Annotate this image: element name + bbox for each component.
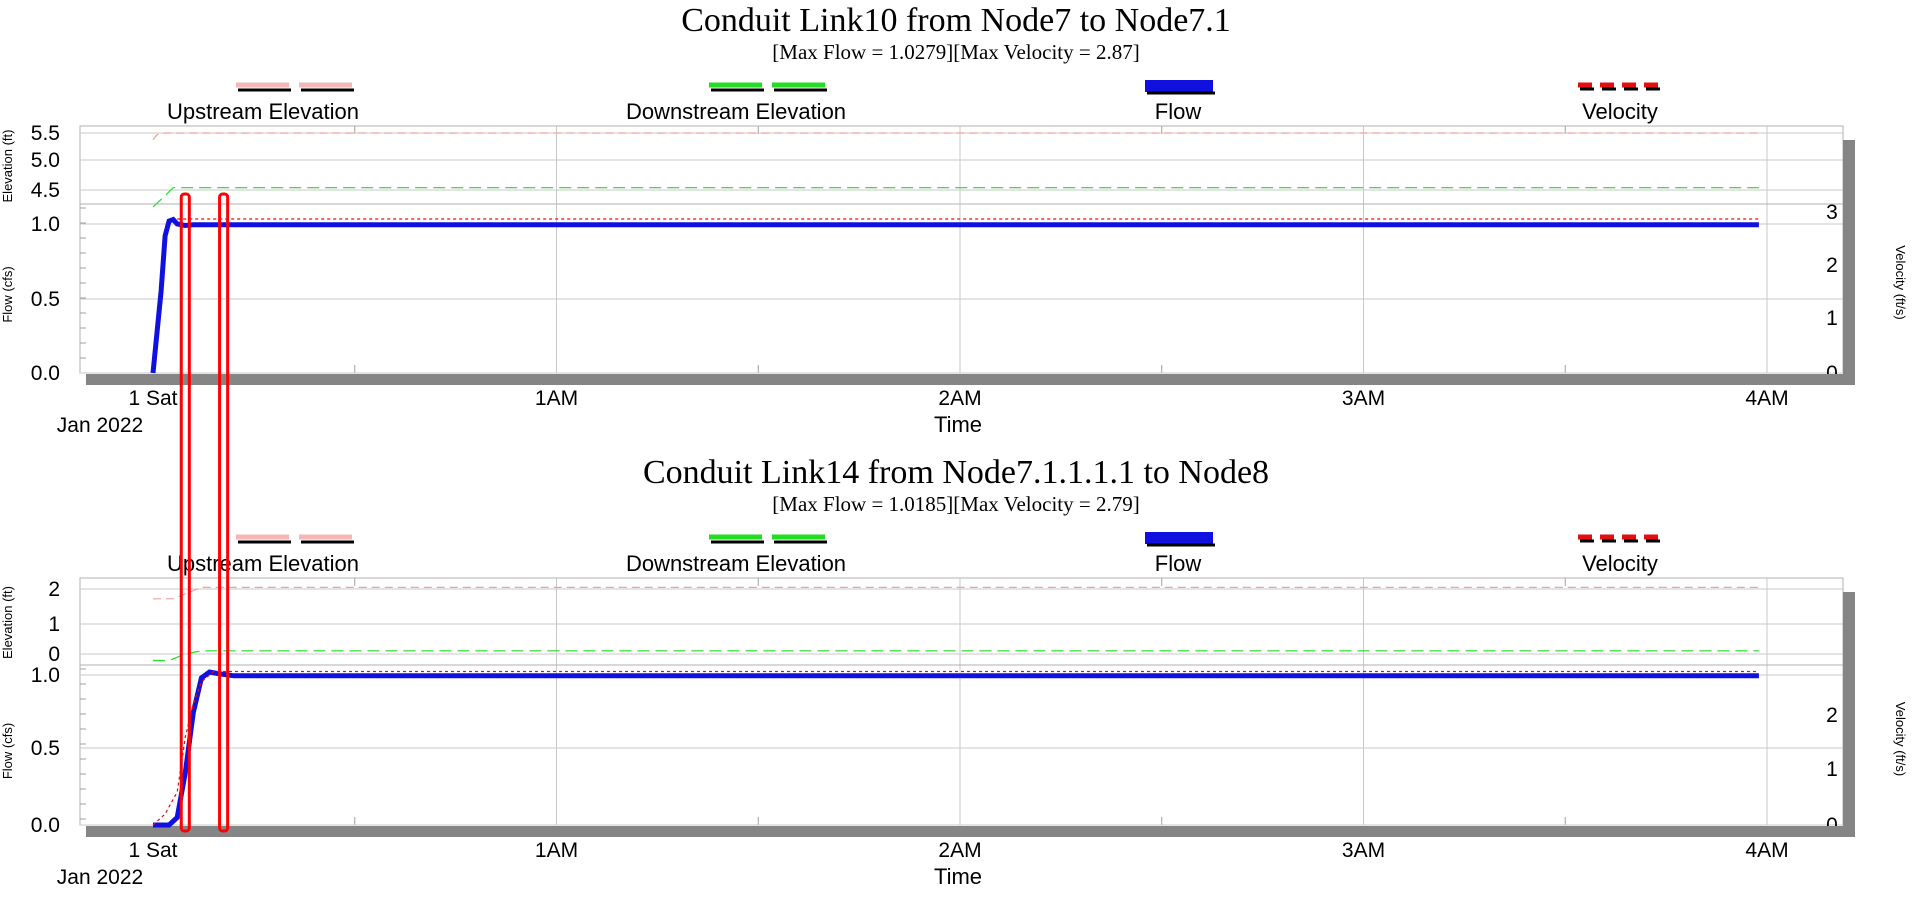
legend-label: Velocity: [1582, 99, 1658, 124]
chart-link10: Conduit Link10 from Node7 to Node7.1[Max…: [0, 2, 1908, 437]
flow-axis-label: Flow (cfs): [0, 266, 15, 322]
velocity-tick-label: 2: [1826, 254, 1838, 277]
velocity-axis-label: Velocity (ft/s): [1893, 702, 1908, 776]
x-tick-label: 1 Sat: [128, 839, 177, 862]
flow-tick-label: 0.0: [31, 814, 60, 837]
x-tick-label: 1AM: [535, 839, 578, 862]
x-tick-label: 1 Sat: [128, 387, 177, 410]
x-tick-sublabel: Jan 2022: [57, 414, 143, 437]
velocity-tick-label: 3: [1826, 201, 1838, 224]
x-axis-label: Time: [934, 864, 982, 889]
legend-item: Upstream Elevation: [167, 534, 359, 576]
legend-label: Flow: [1155, 99, 1202, 124]
velocity-tick-label: 0: [1826, 814, 1838, 837]
chart-title: Conduit Link10 from Node7 to Node7.1: [681, 2, 1231, 39]
legend-swatch-flow: [1145, 80, 1213, 92]
right-axis-bar: [1843, 140, 1855, 375]
chart-link14: Conduit Link14 from Node7.1.1.1.1 to Nod…: [0, 454, 1908, 889]
legend-swatch-flow: [1145, 532, 1213, 544]
flow-tick-label: 0.5: [31, 737, 60, 760]
series-downstream-elevation: [153, 650, 1759, 662]
legend-item: Downstream Elevation: [626, 82, 846, 124]
x-tick-label: 4AM: [1745, 387, 1788, 410]
plot-frame: [79, 125, 1844, 374]
plot-frame: [79, 577, 1844, 826]
velocity-tick-label: 2: [1826, 704, 1838, 727]
velocity-tick-label: 0: [1826, 362, 1838, 385]
series-velocity: [152, 670, 1759, 826]
series-upstream-elevation: [153, 586, 1759, 600]
elevation-axis-label: Elevation (ft): [0, 130, 15, 203]
legend-label: Downstream Elevation: [626, 551, 846, 576]
bottom-axis-bar: [86, 826, 1855, 837]
velocity-axis-label: Velocity (ft/s): [1893, 245, 1908, 319]
x-tick-label: 3AM: [1342, 839, 1385, 862]
velocity-tick-label: 1: [1826, 307, 1838, 330]
elev-tick-label: 2: [48, 578, 60, 601]
legend-item: Downstream Elevation: [626, 534, 846, 576]
elev-tick-label: 5.0: [31, 149, 60, 172]
flow-tick-label: 1.0: [31, 664, 60, 687]
series-downstream-elevation: [152, 187, 1759, 208]
elev-tick-label: 1: [48, 613, 60, 636]
bottom-axis-bar: [86, 374, 1855, 385]
velocity-tick-label: 1: [1826, 758, 1838, 781]
legend-label: Flow: [1155, 551, 1202, 576]
chart-title: Conduit Link14 from Node7.1.1.1.1 to Nod…: [643, 454, 1269, 491]
x-tick-label: 4AM: [1745, 839, 1788, 862]
x-tick-label: 1AM: [535, 387, 578, 410]
highlight-box-2: [218, 192, 230, 833]
legend-label: Velocity: [1582, 551, 1658, 576]
right-axis-bar: [1843, 592, 1855, 827]
elev-tick-label: 0: [48, 643, 60, 666]
x-tick-label: 2AM: [938, 387, 981, 410]
x-tick-sublabel: Jan 2022: [57, 866, 143, 889]
x-tick-label: 3AM: [1342, 387, 1385, 410]
flow-tick-label: 0.5: [31, 288, 60, 311]
legend-item: Velocity: [1578, 82, 1660, 124]
chart-subtitle: [Max Flow = 1.0185][Max Velocity = 2.79]: [772, 492, 1139, 516]
legend-label: Upstream Elevation: [167, 551, 359, 576]
legend-label: Upstream Elevation: [167, 99, 359, 124]
elevation-axis-label: Elevation (ft): [0, 586, 15, 659]
elev-tick-label: 4.5: [31, 179, 60, 202]
chart-subtitle: [Max Flow = 1.0279][Max Velocity = 2.87]: [772, 40, 1139, 64]
flow-tick-label: 0.0: [31, 362, 60, 385]
elev-tick-label: 5.5: [31, 122, 60, 145]
legend-label: Downstream Elevation: [626, 99, 846, 124]
flow-tick-label: 1.0: [31, 213, 60, 236]
legend-item: Flow: [1145, 532, 1215, 576]
legend-item: Velocity: [1578, 534, 1660, 576]
highlight-box-1: [179, 192, 191, 833]
x-tick-label: 2AM: [938, 839, 981, 862]
legend-item: Upstream Elevation: [167, 82, 359, 124]
legend-item: Flow: [1145, 80, 1215, 124]
flow-axis-label: Flow (cfs): [0, 723, 15, 779]
highlight-overlay: [179, 192, 230, 833]
x-axis-label: Time: [934, 412, 982, 437]
